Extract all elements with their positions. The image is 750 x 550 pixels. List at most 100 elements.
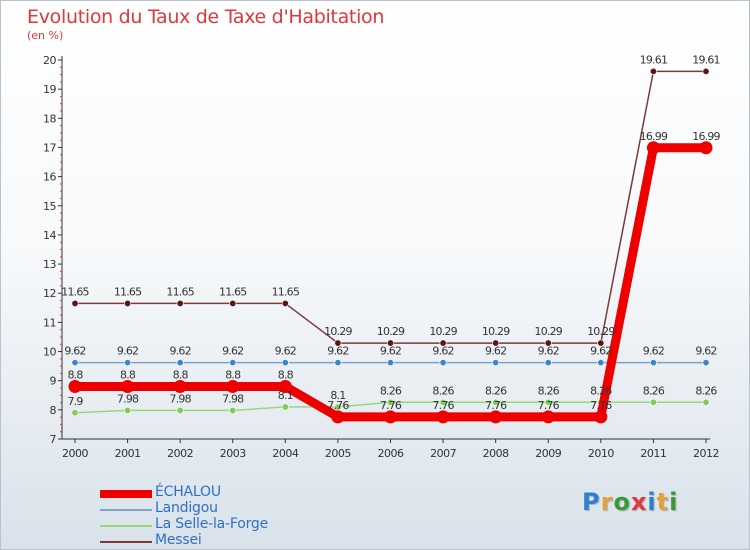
data-point bbox=[594, 410, 608, 424]
data-label: 8.8 bbox=[278, 369, 294, 382]
y-tick-label: 13 bbox=[43, 258, 56, 271]
data-label: 7.76 bbox=[485, 399, 507, 412]
data-label: 9.62 bbox=[222, 345, 243, 358]
legend-label: Messei bbox=[155, 532, 202, 548]
x-tick-label: 2012 bbox=[693, 447, 719, 460]
legend-label: La Selle-la-Forge bbox=[155, 516, 269, 532]
y-tick-label: 9 bbox=[50, 375, 57, 388]
data-point bbox=[226, 380, 240, 394]
data-label: 8.26 bbox=[590, 384, 612, 397]
y-tick-label: 15 bbox=[43, 200, 56, 213]
data-point bbox=[702, 67, 710, 75]
data-label: 11.65 bbox=[114, 285, 142, 298]
data-point bbox=[281, 299, 289, 307]
legend-label: ÉCHALOU bbox=[155, 484, 221, 500]
data-point bbox=[384, 410, 397, 424]
y-tick-label: 20 bbox=[43, 54, 56, 67]
x-tick-label: 2011 bbox=[640, 447, 666, 460]
data-label: 9.62 bbox=[538, 345, 559, 358]
data-point bbox=[702, 359, 710, 367]
data-label: 9.62 bbox=[485, 345, 506, 358]
data-point bbox=[71, 299, 79, 307]
legend-swatch bbox=[100, 525, 152, 527]
data-point bbox=[278, 380, 292, 394]
data-point bbox=[597, 359, 605, 367]
data-point bbox=[71, 409, 79, 417]
x-tick-label: 2002 bbox=[167, 447, 193, 460]
data-point bbox=[544, 398, 552, 406]
logo-letter: r bbox=[600, 488, 614, 516]
data-label: 9.62 bbox=[64, 345, 85, 358]
data-label: 11.65 bbox=[166, 285, 194, 298]
data-label: 7.76 bbox=[380, 399, 402, 412]
data-point bbox=[649, 359, 657, 367]
data-label: 8.8 bbox=[225, 369, 241, 382]
data-label: 8.26 bbox=[695, 384, 717, 397]
x-tick-label: 2007 bbox=[430, 447, 456, 460]
data-label: 8.8 bbox=[173, 369, 189, 382]
chart-title: Evolution du Taux de Taxe d'Habitation bbox=[27, 6, 385, 28]
data-label: 10.29 bbox=[429, 325, 457, 338]
data-point bbox=[71, 359, 79, 367]
series-line-3 bbox=[74, 70, 707, 344]
legend-swatch bbox=[100, 490, 152, 498]
x-tick-label: 2010 bbox=[588, 447, 614, 460]
data-point bbox=[334, 359, 342, 367]
data-label: 9.62 bbox=[327, 345, 348, 358]
data-label: 19.61 bbox=[692, 53, 720, 66]
series-group bbox=[68, 67, 713, 424]
legend-label: Landigou bbox=[155, 500, 218, 516]
data-point bbox=[229, 359, 237, 367]
logo-letter: i bbox=[669, 488, 679, 516]
proxiti-logo: Proxiti bbox=[582, 488, 678, 516]
data-point bbox=[386, 339, 394, 347]
x-tick-label: 2006 bbox=[378, 447, 404, 460]
data-label: 7.76 bbox=[432, 399, 454, 412]
data-point bbox=[68, 380, 82, 394]
x-tick-label: 2000 bbox=[62, 447, 88, 460]
data-point bbox=[386, 359, 394, 367]
data-point bbox=[124, 299, 132, 307]
data-label: 9.62 bbox=[432, 345, 453, 358]
data-point bbox=[436, 410, 450, 424]
data-label: 9.62 bbox=[170, 345, 191, 358]
data-point bbox=[649, 67, 657, 75]
data-label: 7.9 bbox=[67, 395, 83, 408]
data-point bbox=[492, 359, 500, 367]
y-tick-label: 8 bbox=[50, 404, 57, 417]
data-label: 11.65 bbox=[272, 285, 300, 298]
logo-letter: o bbox=[613, 488, 631, 516]
y-tick-label: 19 bbox=[43, 83, 56, 96]
data-label: 8.26 bbox=[538, 384, 560, 397]
data-point bbox=[492, 339, 500, 347]
series-line-0 bbox=[70, 143, 711, 422]
data-point bbox=[229, 406, 237, 414]
data-point bbox=[489, 410, 503, 424]
logo-letter: i bbox=[647, 488, 657, 516]
data-label: 10.29 bbox=[324, 325, 352, 338]
data-label: 8.26 bbox=[643, 384, 665, 397]
data-point bbox=[646, 141, 660, 155]
data-label: 7.98 bbox=[117, 392, 139, 405]
data-point bbox=[541, 410, 555, 424]
data-point bbox=[649, 398, 657, 406]
data-label: 11.65 bbox=[219, 285, 247, 298]
data-point bbox=[281, 359, 289, 367]
data-label: 7.98 bbox=[170, 392, 192, 405]
data-label: 8.8 bbox=[120, 369, 136, 382]
data-point bbox=[439, 398, 447, 406]
data-point bbox=[281, 403, 289, 411]
unit-label: (en %) bbox=[27, 29, 64, 42]
y-tick-label: 16 bbox=[43, 171, 56, 184]
data-point bbox=[173, 380, 187, 394]
data-point bbox=[121, 380, 135, 394]
data-label: 19.61 bbox=[640, 53, 668, 66]
legend-swatch bbox=[100, 541, 152, 543]
data-label: 9.62 bbox=[117, 345, 138, 358]
data-point bbox=[439, 339, 447, 347]
data-point bbox=[544, 339, 552, 347]
data-point bbox=[544, 359, 552, 367]
data-label: 9.62 bbox=[643, 345, 664, 358]
data-label: 7.76 bbox=[590, 399, 612, 412]
